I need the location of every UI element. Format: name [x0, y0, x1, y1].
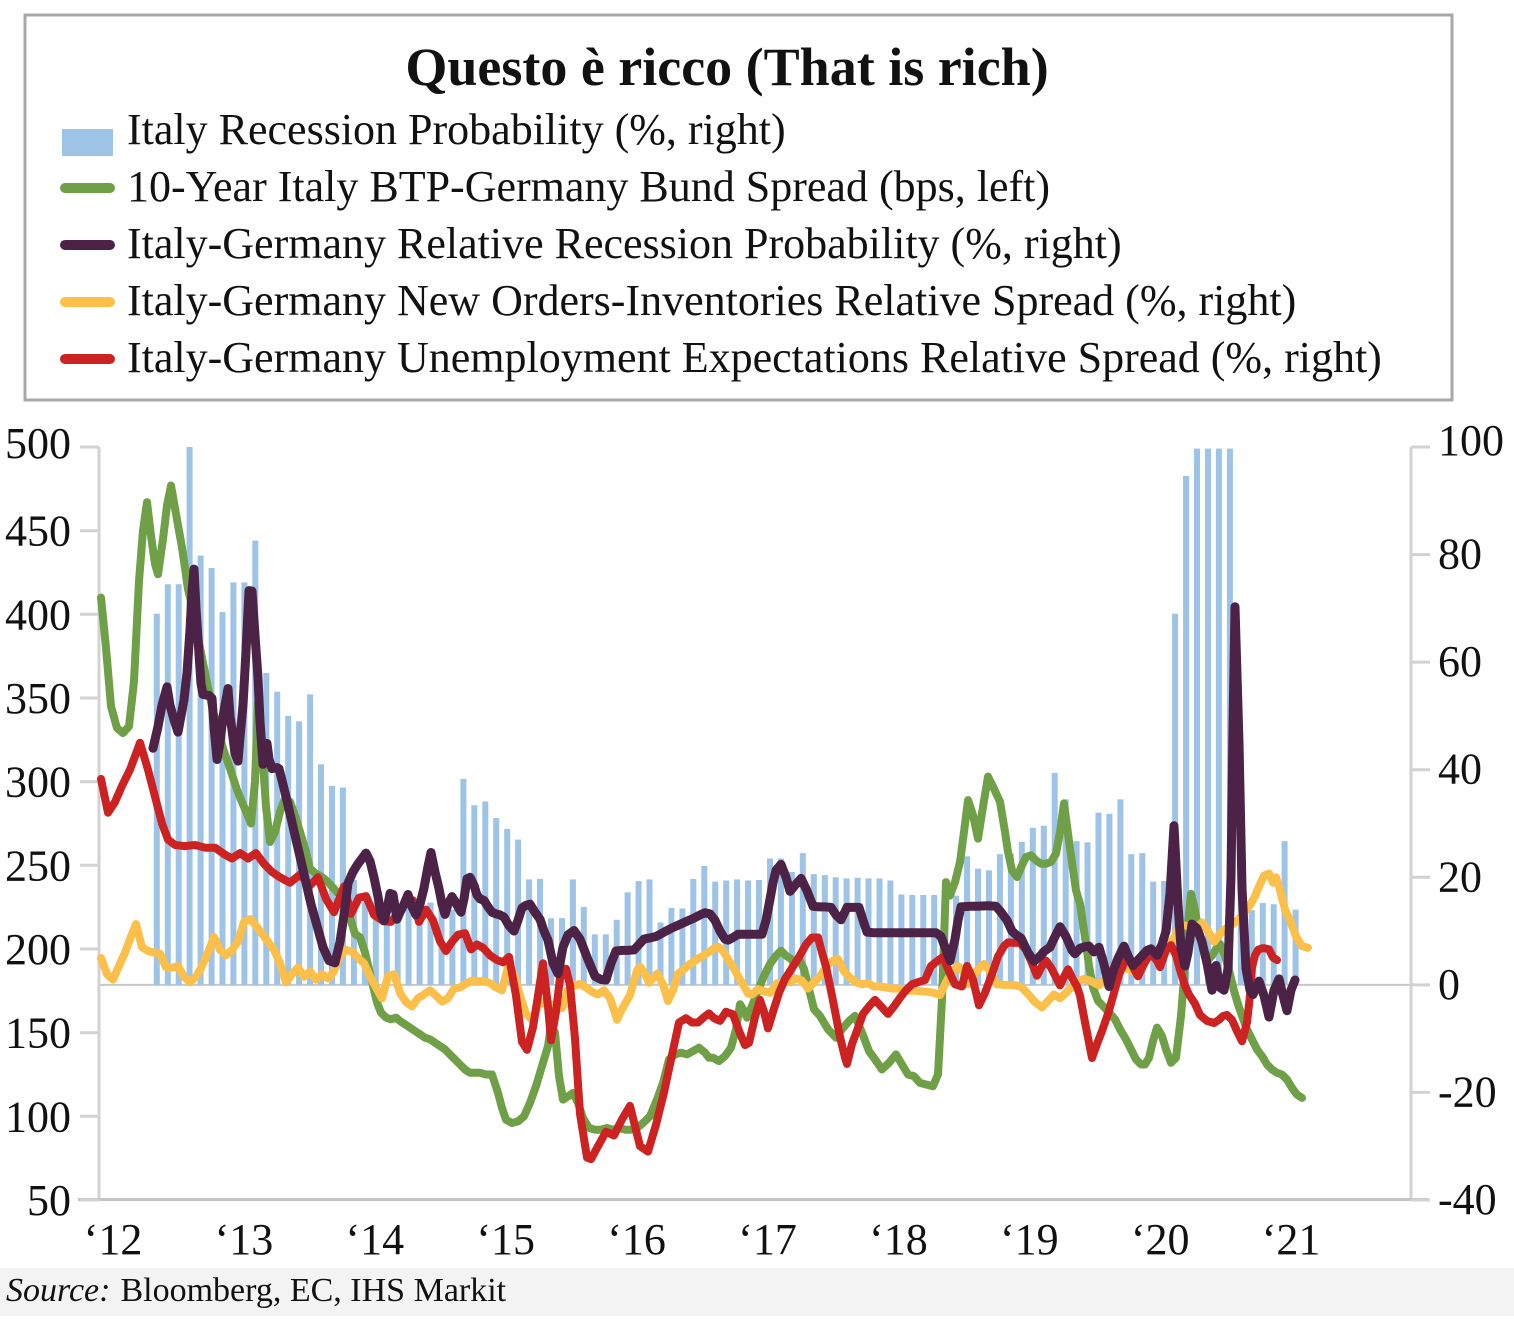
svg-text:40: 40 — [1438, 745, 1482, 794]
svg-text:‘20: ‘20 — [1131, 1215, 1190, 1264]
svg-text:50: 50 — [27, 1176, 71, 1225]
svg-text:Italy Recession Probability (%: Italy Recession Probability (%, right) — [127, 105, 786, 154]
svg-text:0: 0 — [1438, 960, 1460, 1009]
svg-text:350: 350 — [5, 674, 71, 723]
svg-text:20: 20 — [1438, 852, 1482, 901]
svg-text:80: 80 — [1438, 530, 1482, 579]
svg-text:60: 60 — [1438, 637, 1482, 686]
svg-text:‘19: ‘19 — [1000, 1215, 1059, 1264]
svg-text:Source:Bloomberg, EC, IHS Mark: Source: Bloomberg, EC, IHS Markit — [6, 1272, 507, 1309]
svg-text:400: 400 — [5, 590, 71, 639]
svg-text:‘12: ‘12 — [84, 1215, 143, 1264]
svg-text:‘14: ‘14 — [345, 1215, 404, 1264]
svg-text:‘17: ‘17 — [738, 1215, 797, 1264]
svg-text:300: 300 — [5, 758, 71, 807]
svg-text:200: 200 — [5, 925, 71, 974]
svg-text:‘13: ‘13 — [215, 1215, 274, 1264]
svg-text:-20: -20 — [1438, 1067, 1497, 1116]
svg-text:‘15: ‘15 — [476, 1215, 535, 1264]
svg-text:250: 250 — [5, 841, 71, 890]
svg-text:‘16: ‘16 — [607, 1215, 666, 1264]
svg-text:100: 100 — [1438, 416, 1504, 465]
svg-text:100: 100 — [5, 1092, 71, 1141]
svg-text:‘18: ‘18 — [869, 1215, 928, 1264]
svg-text:10-Year Italy BTP-Germany Bund: 10-Year Italy BTP-Germany Bund Spread (b… — [127, 162, 1050, 211]
svg-text:Questo è ricco (That is rich): Questo è ricco (That is rich) — [405, 37, 1048, 97]
svg-text:Italy-Germany Unemployment Exp: Italy-Germany Unemployment Expectations … — [127, 333, 1382, 382]
svg-text:150: 150 — [5, 1009, 71, 1058]
svg-text:Italy-Germany New Orders-Inven: Italy-Germany New Orders-Inventories Rel… — [127, 276, 1296, 325]
svg-text:Italy-Germany Relative Recessi: Italy-Germany Relative Recession Probabi… — [127, 219, 1122, 268]
svg-text:450: 450 — [5, 507, 71, 556]
svg-text:-40: -40 — [1438, 1175, 1497, 1224]
svg-text:‘21: ‘21 — [1262, 1215, 1321, 1264]
svg-text:500: 500 — [5, 419, 71, 468]
